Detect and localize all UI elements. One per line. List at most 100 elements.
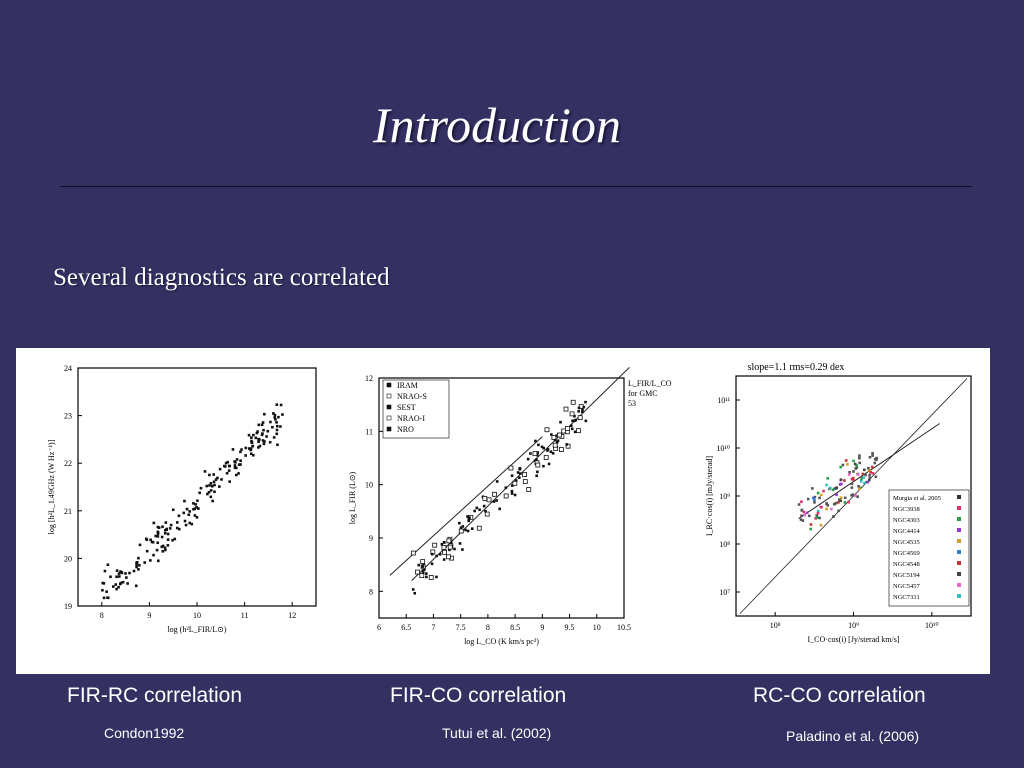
data-point: [549, 450, 553, 454]
data-point: [424, 572, 428, 575]
data-point: [188, 510, 191, 513]
data-point: [459, 526, 463, 530]
data-point: [570, 427, 574, 431]
data-point: [826, 477, 830, 480]
data-point: [254, 436, 258, 440]
data-point: [279, 403, 283, 407]
legend-label: NGC3938: [893, 506, 920, 513]
data-point: [138, 563, 141, 567]
data-point: [852, 470, 855, 473]
x-tick-label: 11: [241, 611, 249, 620]
data-point: [442, 549, 447, 555]
data-point: [197, 507, 200, 510]
data-point: [811, 496, 815, 500]
data-point: [166, 538, 170, 541]
data-point: [800, 514, 803, 518]
data-point: [863, 468, 866, 472]
data-point: [226, 460, 230, 464]
rc-co-plot: 10⁸ 10⁹ 10¹⁰ 10⁷ 10⁸ 10⁹ 10¹⁰ 10¹¹ I_CO·cos(i) […: [705, 362, 972, 644]
data-point: [117, 572, 121, 575]
data-point: [484, 509, 487, 513]
data-point: [535, 462, 541, 468]
legend-marker: [957, 583, 961, 587]
data-point: [860, 476, 864, 479]
data-point: [209, 489, 213, 492]
data-point: [261, 439, 265, 442]
data-point: [532, 451, 538, 457]
data-point: [250, 441, 254, 444]
data-point: [844, 459, 848, 462]
y-tick-label: 22: [64, 459, 72, 468]
data-point: [442, 541, 446, 544]
data-point: [813, 495, 817, 499]
data-point: [837, 498, 841, 502]
data-point: [265, 435, 268, 438]
legend-label: NGC4569: [893, 550, 920, 557]
data-point: [195, 506, 198, 509]
y-tick-label: 24: [64, 364, 72, 373]
data-point: [210, 484, 214, 488]
data-point: [212, 473, 216, 476]
data-point: [813, 501, 816, 504]
data-point: [581, 408, 584, 411]
data-point: [839, 478, 843, 481]
x-tick-label: 10¹⁰: [925, 621, 939, 630]
data-point: [814, 517, 817, 520]
data-point: [534, 439, 537, 443]
fir-co-plot: 6 6.5 7 7.5 8 8.5 9 9.5 10 10.5 8 9 10 11 12 log L_CO (…: [348, 366, 672, 646]
x-axis-label: log (h²L_FIR/L⊙): [167, 625, 226, 634]
legend-label: NGC5194: [893, 572, 920, 579]
data-point: [839, 496, 843, 500]
data-point: [862, 476, 865, 480]
data-point: [537, 443, 540, 447]
data-point: [182, 511, 186, 515]
data-point: [237, 463, 241, 466]
data-point: [831, 488, 835, 492]
data-point: [570, 399, 576, 405]
data-point: [430, 562, 434, 566]
data-point: [195, 516, 199, 519]
data-point: [816, 491, 820, 495]
data-point: [822, 489, 825, 493]
data-point: [820, 505, 823, 509]
data-point: [833, 487, 836, 491]
data-point: [839, 499, 842, 502]
data-point: [118, 575, 121, 578]
legend-marker: [386, 426, 392, 432]
data-point: [183, 519, 187, 523]
x-tick-label: 9.5: [565, 623, 575, 632]
legend-label: NGC4414: [893, 528, 920, 535]
legend-marker: [957, 506, 961, 510]
data-point: [166, 532, 170, 536]
data-point: [495, 499, 498, 502]
data-point: [802, 510, 806, 514]
data-point: [846, 463, 849, 466]
legend-label: IRAM: [397, 381, 418, 390]
data-point: [103, 569, 107, 573]
caption-rc-co: RC-CO correlation: [753, 684, 926, 707]
data-point: [263, 440, 266, 443]
data-point: [213, 490, 216, 494]
annotation-label: L_FIR/L_CO: [628, 379, 672, 388]
reference-rc-co: Paladino et al. (2006): [786, 728, 920, 744]
data-point: [867, 469, 871, 472]
data-point: [266, 429, 270, 433]
data-point: [143, 561, 147, 564]
data-point: [272, 436, 276, 439]
data-point: [529, 452, 532, 455]
data-point: [239, 450, 242, 454]
data-point: [850, 482, 854, 486]
data-point: [178, 527, 181, 531]
legend-label: NRO: [397, 425, 414, 434]
data-point: [262, 442, 266, 446]
legend-marker: [386, 415, 392, 421]
caption-fir-co: FIR-CO correlation: [390, 684, 567, 707]
x-tick-label: 9: [147, 611, 151, 620]
annotation-label: 53: [628, 399, 636, 408]
data-point: [513, 493, 517, 497]
data-point: [442, 558, 446, 561]
reference-fir-co: Tutui et al. (2002): [442, 725, 552, 741]
data-point: [128, 571, 131, 575]
data-point: [161, 550, 165, 553]
data-point: [556, 439, 560, 443]
